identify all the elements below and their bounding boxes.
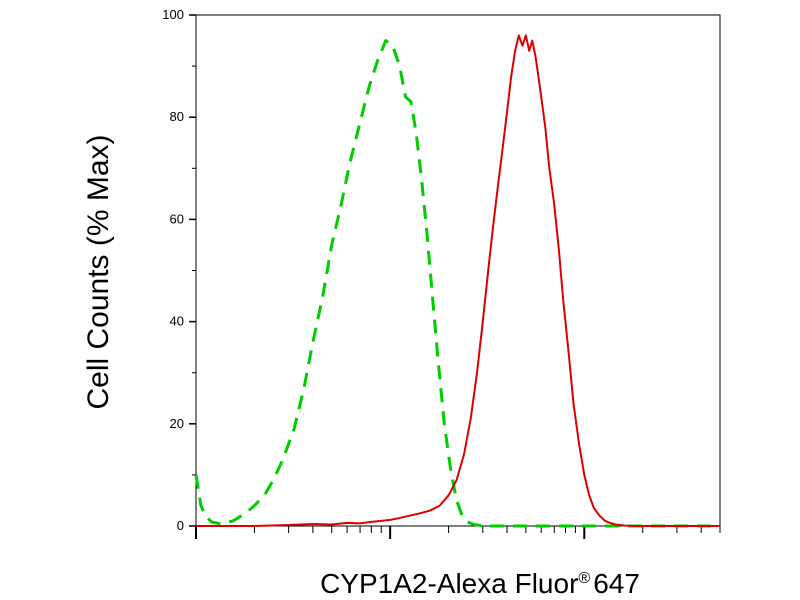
y-tick-label: 100 [162,7,184,22]
series-line-2 [196,34,720,527]
series-line-1 [194,39,720,528]
plot-border [195,14,721,527]
y-tick-label: 20 [170,416,184,431]
plot-frame [195,14,721,527]
y-tick-label: 80 [170,109,184,124]
y-tick-label: 0 [177,518,184,533]
x-axis [195,526,721,539]
x-axis-label-registered-mark: ® [578,570,590,587]
x-axis-label: CYP1A2-Alexa Fluor® 647 [320,568,640,599]
x-axis-label-main: CYP1A2-Alexa Fluor [320,568,578,599]
y-axis: 0 20 40 60 80 100 [162,7,196,533]
series-layer [194,34,720,528]
y-tick-label: 60 [170,211,184,226]
y-tick-label: 40 [170,314,184,329]
x-axis-label-suffix: 647 [593,568,640,599]
y-axis-label: Cell Counts (% Max) [82,134,115,409]
